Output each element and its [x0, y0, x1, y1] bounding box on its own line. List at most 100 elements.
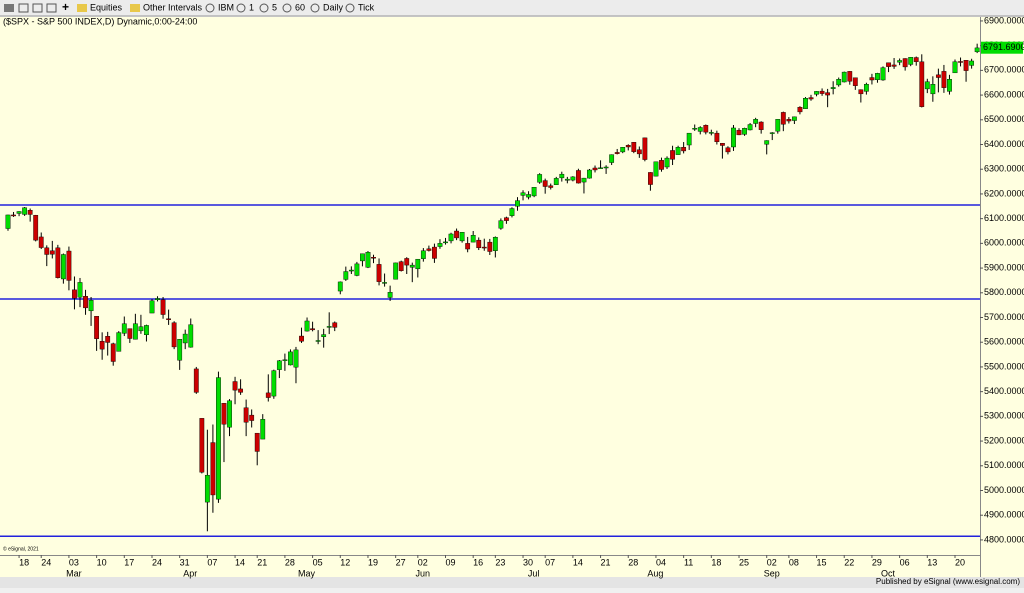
icon[interactable]: [32, 3, 43, 13]
candle-body: [304, 320, 310, 332]
icon[interactable]: [46, 3, 57, 13]
candle-body: [504, 217, 509, 221]
candle-body: [426, 248, 432, 251]
toolbar-item[interactable]: IBM: [218, 2, 234, 12]
x-tick-label: 14: [573, 557, 583, 567]
candle-body: [753, 119, 759, 124]
x-tick-label: 11: [684, 557, 693, 567]
candle-body: [515, 200, 520, 207]
folder-icon[interactable]: [130, 4, 140, 12]
candle-body: [144, 325, 149, 336]
x-tick-label: 16: [473, 557, 483, 567]
candle-body: [282, 359, 288, 361]
x-tick-label: 18: [711, 557, 721, 567]
candle-body: [725, 147, 731, 153]
candle-body: [631, 142, 637, 152]
candle-body: [132, 323, 138, 340]
icon[interactable]: [259, 3, 269, 13]
y-tick-label: 5800.0000: [984, 287, 1024, 297]
candle-body: [44, 247, 50, 255]
candle-body: [847, 71, 853, 82]
month-label: Mar: [66, 568, 82, 578]
candle-body: [686, 132, 692, 146]
month-label: May: [298, 568, 316, 578]
candle-body: [958, 61, 963, 63]
candle-body: [216, 377, 221, 500]
candle-body: [714, 132, 720, 142]
candle-body: [576, 170, 581, 184]
candle-body: [924, 81, 930, 90]
icon[interactable]: [345, 3, 355, 13]
last-price-box: [981, 41, 1023, 54]
candle-body: [376, 264, 382, 282]
chart-background: [0, 17, 1024, 577]
candle-body: [243, 407, 249, 423]
candle-body: [393, 262, 399, 280]
candle-body: [293, 349, 299, 368]
candle-body: [675, 147, 681, 155]
candle-body: [836, 79, 842, 86]
candle-body: [941, 71, 947, 88]
x-tick-label: 31: [180, 557, 190, 567]
candle-body: [49, 250, 55, 255]
candle-body: [886, 62, 891, 67]
toolbar-item[interactable]: 1: [249, 2, 254, 12]
candle-body: [94, 316, 100, 339]
candle-body: [348, 269, 354, 272]
candle-body: [337, 281, 343, 292]
candle-body: [199, 418, 205, 473]
candle-body: [110, 343, 116, 362]
x-tick-label: 03: [69, 557, 79, 567]
candle-body: [858, 89, 864, 95]
y-tick-label: 5400.0000: [984, 386, 1024, 396]
candle-body: [537, 174, 543, 183]
icon[interactable]: [236, 3, 246, 13]
toolbar-item[interactable]: Other Intervals: [143, 2, 203, 12]
candle-body: [720, 143, 725, 146]
candle-body: [437, 243, 443, 247]
x-tick-label: 09: [445, 557, 455, 567]
candle-body: [548, 185, 554, 188]
candle-body: [526, 194, 531, 198]
candle-body: [227, 400, 232, 428]
chart-title: ($SPX - S&P 500 INDEX,D) Dynamic,0:00-24…: [3, 16, 197, 26]
icon[interactable]: [4, 4, 14, 12]
x-tick-label: 06: [900, 557, 910, 567]
candle-body: [659, 160, 664, 170]
x-tick-label: 10: [97, 557, 107, 567]
candle-body: [509, 208, 515, 216]
toolbar-item[interactable]: Daily: [323, 2, 344, 12]
icon[interactable]: [282, 3, 292, 13]
month-label: Aug: [647, 568, 663, 578]
candle-body: [974, 47, 980, 53]
candle-body: [55, 247, 61, 278]
x-tick-label: 07: [545, 557, 555, 567]
candle-body: [310, 328, 315, 331]
icon[interactable]: [205, 3, 215, 13]
candle-body: [232, 381, 238, 391]
candle-body: [404, 258, 410, 266]
candle-body: [764, 140, 770, 145]
candle-body: [326, 326, 332, 328]
candle-body: [127, 328, 133, 339]
candle-body: [692, 127, 698, 130]
candle-body: [443, 241, 448, 244]
x-tick-label: 27: [396, 557, 406, 567]
icon[interactable]: [18, 3, 29, 13]
candle-body: [271, 370, 277, 397]
add-icon[interactable]: +: [62, 0, 69, 14]
candle-body: [636, 149, 642, 155]
toolbar-item[interactable]: 5: [272, 2, 277, 12]
toolbar-item[interactable]: 60: [295, 2, 305, 12]
candle-body: [841, 71, 847, 83]
x-tick-label: 18: [19, 557, 29, 567]
icon[interactable]: [310, 3, 320, 13]
toolbar-item[interactable]: Equities: [90, 2, 123, 12]
folder-icon[interactable]: [77, 4, 87, 12]
toolbar-item[interactable]: Tick: [358, 2, 375, 12]
candle-body: [387, 292, 393, 298]
candle-body: [138, 326, 144, 332]
candle-body: [570, 176, 576, 181]
y-tick-label: 6300.0000: [984, 164, 1024, 174]
